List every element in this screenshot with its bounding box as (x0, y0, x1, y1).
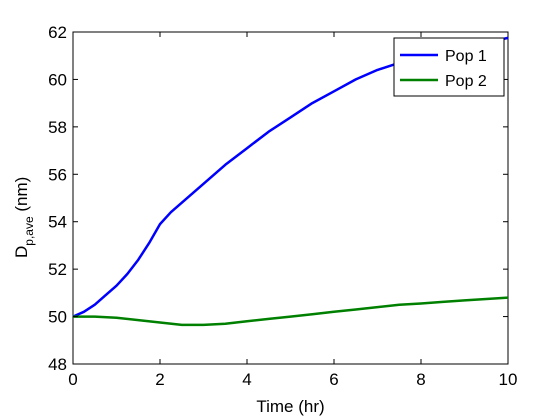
y-tick-label: 60 (48, 70, 67, 89)
x-tick-label: 6 (329, 370, 338, 389)
y-tick-label: 50 (48, 308, 67, 327)
legend-label-pop-2: Pop 2 (445, 73, 487, 90)
y-axis-label-main: D (12, 246, 31, 258)
y-tick-label: 56 (48, 165, 67, 184)
legend: Pop 1 Pop 2 (393, 37, 505, 97)
legend-label-pop-1: Pop 1 (445, 48, 487, 65)
x-tick-label: 10 (499, 370, 518, 389)
y-tick-label: 62 (48, 23, 67, 42)
x-tick-label: 2 (155, 370, 164, 389)
y-tick-label: 48 (48, 355, 67, 374)
legend-box (393, 37, 505, 97)
y-tick-label: 52 (48, 260, 67, 279)
series-line-pop-2 (73, 296, 509, 327)
y-axis-label-unit: (nm) (12, 177, 31, 217)
y-axis-label: Dp,ave (nm) (12, 177, 36, 258)
x-axis-label: Time (hr) (256, 397, 324, 416)
y-axis-label-subscript: p,ave (22, 216, 36, 246)
y-tick-label: 54 (48, 213, 67, 232)
y-tick-label: 58 (48, 118, 67, 137)
x-tick-label: 8 (416, 370, 425, 389)
x-tick-label: 0 (68, 370, 77, 389)
x-tick-label: 4 (242, 370, 251, 389)
ticks-layer: 0 2 4 6 8 10 48 50 52 54 56 58 60 62 (48, 23, 517, 389)
